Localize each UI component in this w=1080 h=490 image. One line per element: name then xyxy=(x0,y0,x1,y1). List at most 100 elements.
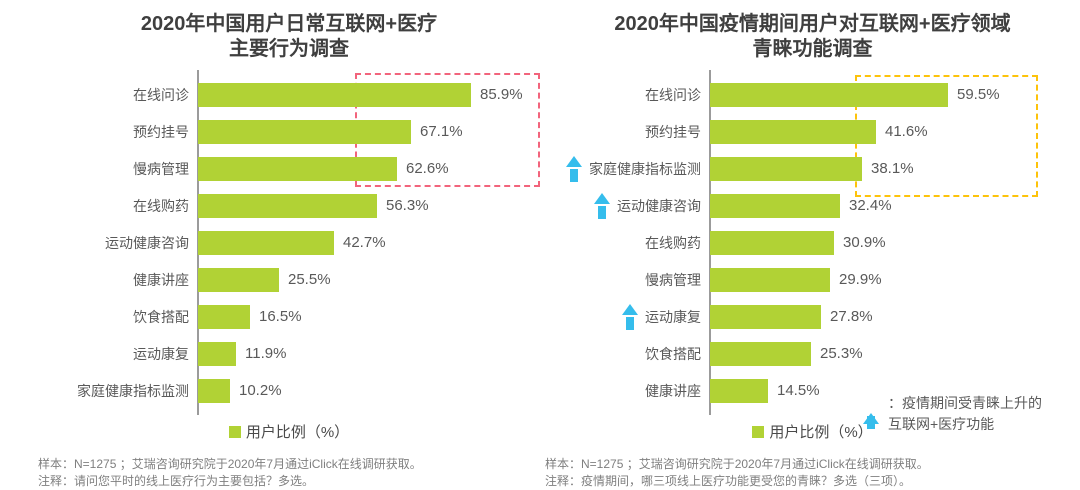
chart-row: 慢病管理 29.9% xyxy=(545,261,1080,298)
up-arrow-icon xyxy=(622,303,638,330)
right-chart-legend: 用户比例（%） xyxy=(545,421,1080,442)
bar-cell: 30.9% xyxy=(710,230,1080,255)
category-label-cell: 健康讲座 xyxy=(545,381,710,401)
category-label-cell: 预约挂号 xyxy=(545,122,710,142)
value-label: 27.8% xyxy=(830,308,873,325)
legend-swatch-icon xyxy=(228,425,241,438)
left-chart-plot-area: 在线问诊 85.9% 预约挂号 67.1% 慢病管理 62.6% 在线购药 56.3% 运动健康… xyxy=(38,70,540,415)
value-label: 85.9% xyxy=(480,86,523,103)
chart-row: 运动康复 11.9% xyxy=(38,335,540,372)
category-label: 运动健康咨询 xyxy=(105,234,189,251)
bar xyxy=(710,341,811,366)
chart-row: 在线问诊 59.5% xyxy=(545,76,1080,113)
value-label: 62.6% xyxy=(406,160,449,177)
right-chart-footnotes: 样本：N=1275 ；艾瑞咨询研究院于2020年7月通过iClick在线调研获取… xyxy=(545,456,1080,490)
value-label: 29.9% xyxy=(839,271,882,288)
bar xyxy=(710,267,830,292)
category-label: 健康讲座 xyxy=(133,271,189,288)
right-chart-footnote-sample: 样本：N=1275 ；艾瑞咨询研究院于2020年7月通过iClick在线调研获取… xyxy=(545,457,929,471)
category-label-cell: 在线问诊 xyxy=(545,85,710,105)
legend-swatch-icon xyxy=(752,425,765,438)
value-label: 11.9% xyxy=(245,345,287,362)
bar-cell: 11.9% xyxy=(198,341,540,366)
value-label: 25.3% xyxy=(820,345,863,362)
bar-cell: 10.2% xyxy=(198,378,540,403)
category-label-cell: 饮食搭配 xyxy=(38,307,198,327)
category-label-cell: 饮食搭配 xyxy=(545,344,710,364)
category-label-cell: 运动康复 xyxy=(38,344,198,364)
bar-cell: 59.5% xyxy=(710,82,1080,107)
right-chart: 2020年中国疫情期间用户对互联网+医疗领域 青睐功能调查 在线问诊 59.5% 预… xyxy=(545,12,1080,490)
right-chart-plot-area: 在线问诊 59.5% 预约挂号 41.6% 家庭健康指标监测 38.1% 运动健康咨询 32.… xyxy=(545,70,1080,415)
right-chart-title: 2020年中国疫情期间用户对互联网+医疗领域 青睐功能调查 xyxy=(545,12,1080,62)
category-label: 家庭健康指标监测 xyxy=(589,160,701,177)
category-label-cell: 运动康复 xyxy=(545,303,710,330)
bar xyxy=(198,267,279,292)
bar-cell: 67.1% xyxy=(198,119,540,144)
chart-row: 慢病管理 62.6% xyxy=(38,150,540,187)
category-label: 慢病管理 xyxy=(133,160,189,177)
blue-arrow-legend-text: ：疫情期间受青睐上升的 互联网+医疗功能 xyxy=(888,395,1042,432)
category-label-cell: 慢病管理 xyxy=(38,159,198,179)
left-chart-title-line1: 2020年中国用户日常互联网+医疗 xyxy=(140,13,438,35)
chart-row: 家庭健康指标监测 38.1% xyxy=(545,150,1080,187)
bar xyxy=(198,193,377,218)
chart-row: 运动康复 27.8% xyxy=(545,298,1080,335)
value-label: 67.1% xyxy=(420,123,463,140)
left-chart-footnote-note: 注释：请问您平时的线上医疗行为主要包括？多选。 xyxy=(38,474,315,488)
bar-cell: 56.3% xyxy=(198,193,540,218)
bar xyxy=(198,156,397,181)
chart-row: 在线购药 30.9% xyxy=(545,224,1080,261)
up-arrow-icon xyxy=(863,396,879,429)
bar xyxy=(198,341,236,366)
bar-cell: 42.7% xyxy=(198,230,540,255)
right-chart-legend-label: 用户比例（%） xyxy=(769,424,873,441)
category-label: 在线问诊 xyxy=(645,86,701,103)
category-label: 在线购药 xyxy=(645,234,701,251)
value-label: 42.7% xyxy=(343,234,386,251)
chart-row: 饮食搭配 16.5% xyxy=(38,298,540,335)
bar xyxy=(198,304,250,329)
category-label: 在线问诊 xyxy=(133,86,189,103)
value-label: 59.5% xyxy=(957,86,1000,103)
bar xyxy=(710,82,948,107)
category-label-cell: 在线问诊 xyxy=(38,85,198,105)
value-label: 10.2% xyxy=(239,382,282,399)
chart-row: 饮食搭配 25.3% xyxy=(545,335,1080,372)
category-label: 健康讲座 xyxy=(645,382,701,399)
value-label: 16.5% xyxy=(259,308,302,325)
chart-row: 家庭健康指标监测 10.2% xyxy=(38,372,540,409)
value-label: 56.3% xyxy=(386,197,429,214)
category-label-cell: 在线购药 xyxy=(545,233,710,253)
category-label: 家庭健康指标监测 xyxy=(77,382,189,399)
category-label: 运动康复 xyxy=(133,345,189,362)
bar xyxy=(710,304,821,329)
category-label-cell: 在线购药 xyxy=(38,196,198,216)
bar xyxy=(710,193,840,218)
up-arrow-icon xyxy=(566,155,582,182)
right-chart-title-line2: 青睐功能调查 xyxy=(752,38,873,60)
bar xyxy=(710,230,834,255)
value-label: 32.4% xyxy=(849,197,892,214)
bar xyxy=(198,378,230,403)
bar-cell: 16.5% xyxy=(198,304,540,329)
bar-cell: 14.5% xyxy=(710,378,1080,403)
bar-cell: 25.5% xyxy=(198,267,540,292)
value-label: 14.5% xyxy=(777,382,820,399)
bar xyxy=(710,156,862,181)
category-label: 预约挂号 xyxy=(645,123,701,140)
bar-cell: 32.4% xyxy=(710,193,1080,218)
value-label: 38.1% xyxy=(871,160,914,177)
left-chart-footnote-sample: 样本：N=1275 ；艾瑞咨询研究院于2020年7月通过iClick在线调研获取… xyxy=(38,457,422,471)
chart-row: 在线问诊 85.9% xyxy=(38,76,540,113)
value-label: 30.9% xyxy=(843,234,886,251)
chart-row: 运动健康咨询 42.7% xyxy=(38,224,540,261)
chart-row: 运动健康咨询 32.4% xyxy=(545,187,1080,224)
bar-cell: 25.3% xyxy=(710,341,1080,366)
category-label-cell: 运动健康咨询 xyxy=(545,192,710,219)
chart-row: 预约挂号 67.1% xyxy=(38,113,540,150)
bar-cell: 29.9% xyxy=(710,267,1080,292)
category-label: 运动健康咨询 xyxy=(617,197,701,214)
category-label-cell: 健康讲座 xyxy=(38,270,198,290)
